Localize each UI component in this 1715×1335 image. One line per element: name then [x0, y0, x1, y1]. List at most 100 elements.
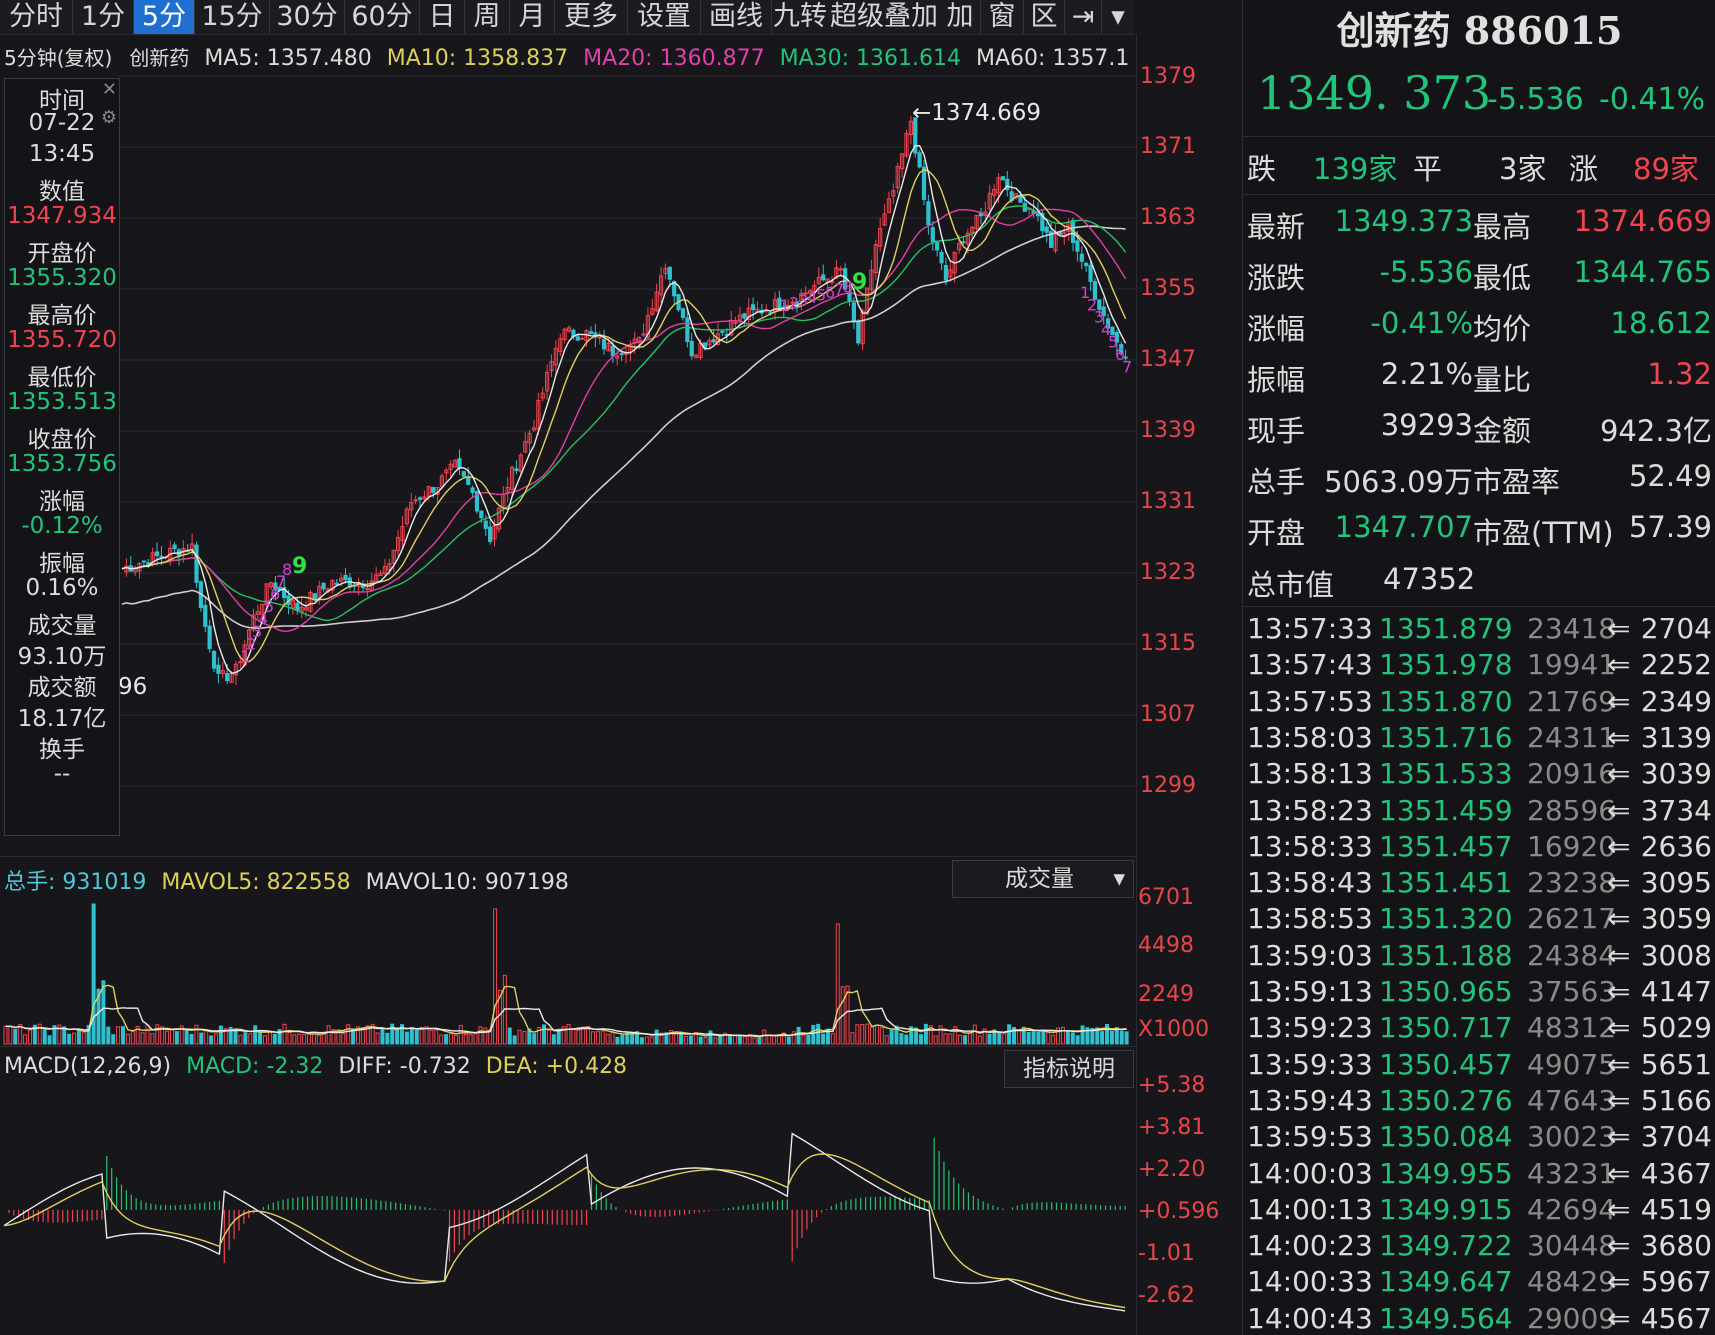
tab-5min[interactable]: 5分: [134, 0, 195, 34]
tab-day[interactable]: 日: [420, 0, 465, 34]
tab-jiuzhuan[interactable]: 九转: [773, 1, 827, 32]
price-axis-label: 1315: [1140, 631, 1196, 656]
arrow-left-icon: ⇐: [1607, 720, 1631, 754]
tick-count: 4519: [1640, 1192, 1712, 1226]
tick-volume: 37563: [1527, 975, 1617, 1008]
tooltip-amt: 18.17亿: [17, 706, 107, 732]
tab-settings[interactable]: 设置: [628, 0, 701, 34]
td-mark: 5: [1108, 333, 1118, 352]
tab-15min[interactable]: 15分: [195, 0, 270, 34]
indicator-select[interactable]: 成交量 ▾: [952, 860, 1134, 898]
arrow-left-icon: ⇐: [1607, 902, 1631, 936]
td-mark: 3: [798, 291, 808, 310]
quote-field-value: 1374.669: [1573, 204, 1712, 238]
dropdown-icon[interactable]: ▾: [1111, 1, 1125, 32]
tick-volume: 21769: [1527, 684, 1617, 718]
tick-volume: 48429: [1527, 1265, 1617, 1299]
tab-draw[interactable]: 画线: [701, 0, 772, 34]
tick-price: 1351.879: [1379, 612, 1513, 645]
diff-value: DIFF: -0.732: [338, 1054, 471, 1079]
tab-range[interactable]: 区: [1024, 0, 1065, 34]
macd-axis-label: +3.81: [1138, 1115, 1206, 1140]
high-marker-value: 1374.669: [931, 100, 1042, 126]
tick-time: 13:59:13: [1247, 975, 1373, 1008]
tooltip-low-label: 最低价: [27, 365, 97, 391]
tab-month[interactable]: 月: [510, 0, 555, 34]
divider: [1243, 194, 1715, 195]
td-mark: 4: [258, 609, 268, 628]
tab-window[interactable]: 窗: [981, 0, 1024, 34]
security-title: 创新药 886015: [1336, 8, 1623, 53]
tick-price: 1349.955: [1379, 1156, 1513, 1190]
volume-macd-divider: [0, 1046, 1136, 1047]
ma-legend: 5分钟(复权) 创新药 MA5: 1357.480 MA10: 1358.837…: [4, 42, 1129, 71]
volume-axis-label: 4498: [1138, 933, 1194, 958]
quote-field-label: 最低: [1473, 261, 1532, 295]
td-mark: 7: [1122, 357, 1132, 376]
volume-axis-unit: X1000: [1138, 1017, 1210, 1042]
tooltip-gear-icon[interactable]: ⚙: [100, 107, 117, 128]
tick-price: 1349.915: [1379, 1192, 1513, 1226]
td-mark: 4: [807, 288, 817, 307]
tooltip-close-icon[interactable]: ✕: [101, 79, 117, 100]
quote-field-value: -5.536: [1379, 255, 1474, 289]
tick-price: 1351.716: [1379, 720, 1513, 754]
ma10-line: [121, 169, 1127, 663]
quote-field-value: 57.39: [1628, 510, 1712, 544]
up-label: 涨: [1569, 152, 1599, 186]
tick-price: 1349.722: [1379, 1229, 1513, 1263]
chevron-down-icon: ▾: [1113, 866, 1125, 892]
tick-count: 2252: [1640, 648, 1712, 682]
ma5-line: [121, 145, 1127, 674]
arrow-left-icon: ⇐: [1607, 866, 1631, 900]
tooltip-vol: 93.10万: [17, 644, 107, 670]
tick-price: 1351.459: [1379, 793, 1513, 827]
price-axis-label: 1379: [1140, 64, 1196, 89]
dea-line: [3, 1153, 1126, 1309]
quote-field-value: 52.49: [1628, 459, 1712, 493]
quote-field-value: 1347.707: [1334, 510, 1473, 544]
tick-count: 2636: [1640, 829, 1712, 863]
tab-week[interactable]: 周: [465, 0, 510, 34]
down-count: 139家: [1313, 152, 1398, 186]
quote-field-value: -0.41%: [1370, 306, 1473, 340]
price-axis-label: 1347: [1140, 347, 1196, 372]
tick-count: 3734: [1640, 793, 1712, 827]
tab-fenshi[interactable]: 分时: [0, 0, 73, 34]
quote-field-value: 1344.765: [1573, 255, 1712, 289]
tick-time: 14:00:03: [1247, 1156, 1373, 1190]
macd-axis-label: +0.596: [1138, 1199, 1220, 1224]
tab-1min[interactable]: 1分: [73, 0, 134, 34]
tab-60min[interactable]: 60分: [345, 0, 420, 34]
ma10-value: MA10: 1358.837: [386, 46, 569, 71]
tab-30min[interactable]: 30分: [270, 0, 345, 34]
tick-volume: 24311: [1527, 720, 1617, 754]
period-label: 5分钟(复权): [4, 46, 113, 70]
tick-count: 3008: [1640, 938, 1712, 972]
price-volume-divider: [0, 856, 1136, 857]
tab-more[interactable]: 更多: [555, 0, 628, 34]
crosshair-tooltip: 时间 07-22 13:45 数值 1347.934 开盘价 1355.320 …: [4, 78, 120, 836]
tab-overlay[interactable]: 超级叠加: [830, 1, 938, 32]
td-mark: 5: [816, 286, 826, 305]
price-change: -5.536: [1487, 82, 1584, 117]
tab-add[interactable]: 加: [940, 0, 981, 34]
volume-axis-label: 2249: [1138, 982, 1194, 1007]
tick-count: 5651: [1640, 1047, 1712, 1081]
tick-time: 13:59:33: [1247, 1047, 1373, 1081]
tick-volume: 48312: [1527, 1011, 1617, 1045]
tick-count: 2704: [1640, 612, 1712, 645]
tick-volume: 24384: [1527, 938, 1617, 972]
tooltip-amp-label: 振幅: [39, 551, 85, 577]
volume-bars: [3, 903, 1129, 1045]
macd-axis-label: +2.20: [1138, 1157, 1206, 1182]
collapse-icon[interactable]: ⇥: [1065, 0, 1102, 34]
price-axis-label: 1307: [1140, 702, 1196, 727]
macd-title: MACD(12,26,9): [4, 1054, 172, 1079]
volume-axis-label: 6701: [1138, 885, 1194, 910]
tooltip-open: 1355.320: [7, 265, 117, 291]
indicator-help-button[interactable]: 指标说明: [1004, 1050, 1134, 1088]
tick-time: 13:58:23: [1247, 793, 1373, 827]
